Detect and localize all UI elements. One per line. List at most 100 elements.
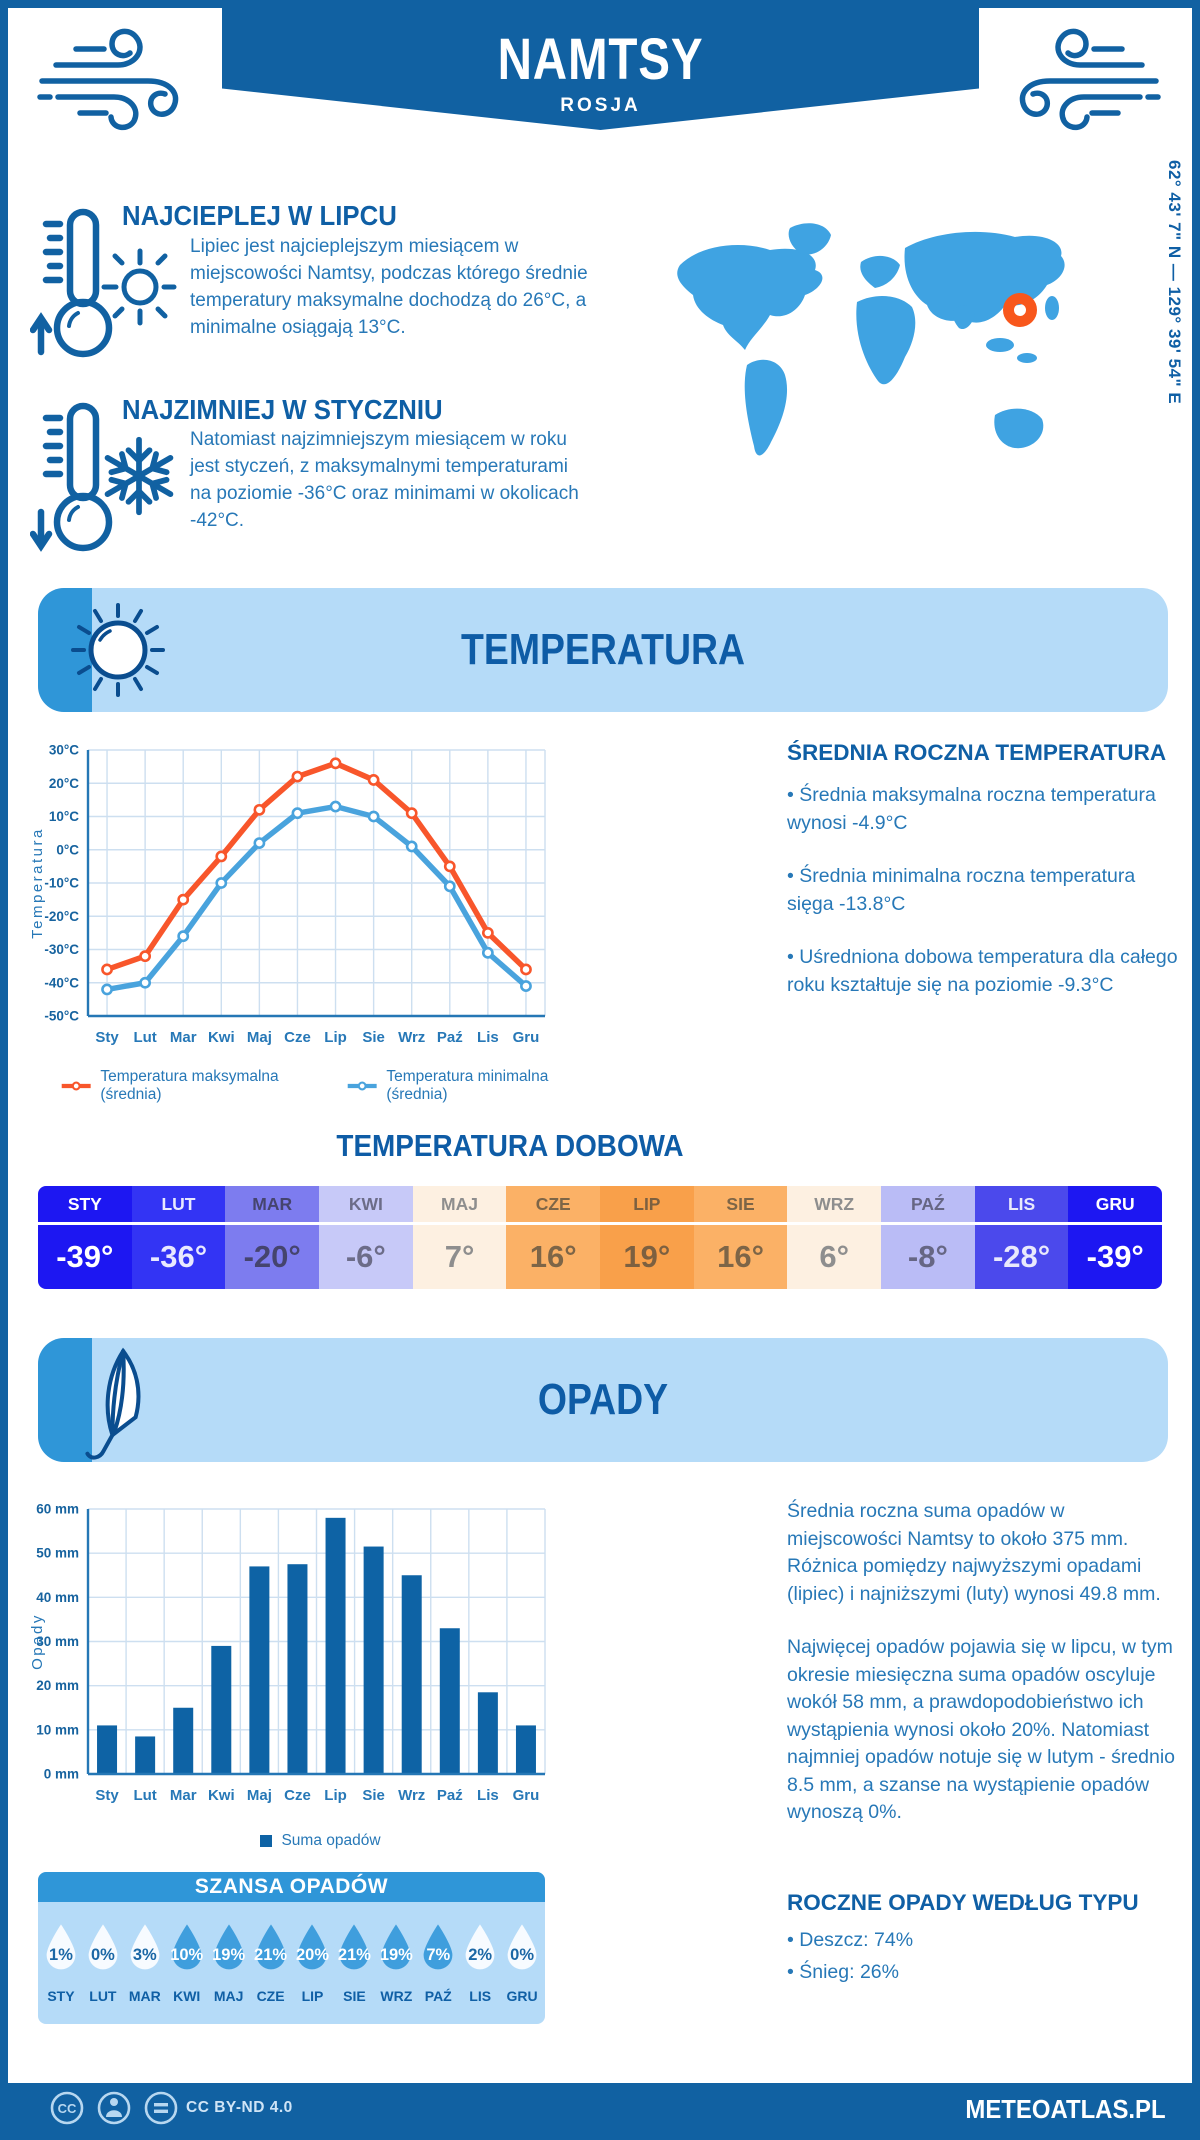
table-temperature-value: -20° bbox=[225, 1225, 320, 1289]
data-point bbox=[177, 893, 190, 906]
chance-month-label: WRZ bbox=[380, 1988, 413, 2004]
y-tick-label: 0 mm bbox=[44, 1767, 79, 1782]
y-tick-label: 40 mm bbox=[36, 1590, 79, 1605]
table-temperature-value: 16° bbox=[506, 1225, 601, 1289]
chance-drop: 0% LUT bbox=[82, 1902, 124, 2024]
chance-month-label: LIP bbox=[301, 1988, 324, 2004]
precipitation-bar bbox=[97, 1725, 118, 1774]
data-point bbox=[139, 950, 152, 963]
cold-section-title: NAJZIMNIEJ W STYCZNIU bbox=[122, 394, 443, 425]
chance-percent: 21% bbox=[337, 1946, 371, 1964]
annual-precip-type-bullets: • Deszcz: 74% • Śnieg: 26% bbox=[787, 1924, 1177, 1988]
table-temperature-value: -36° bbox=[131, 1225, 226, 1289]
table-month-header: LUT bbox=[131, 1186, 226, 1225]
data-point bbox=[405, 840, 418, 853]
y-tick-label: -20°C bbox=[44, 909, 79, 924]
table-temperature-value: 6° bbox=[787, 1225, 882, 1289]
daily-temperature-table: STY -39° LUT -36° MAR -20° KWI -6° MAJ 7° CZE 16° LI… bbox=[38, 1186, 1162, 1289]
legend-min-marker bbox=[347, 1081, 377, 1091]
chance-percent: 10% bbox=[170, 1946, 204, 1964]
precipitation-section-band: OPADY bbox=[38, 1338, 1168, 1462]
raindrop-icon bbox=[423, 1924, 453, 1970]
table-month-header: KWI bbox=[319, 1186, 413, 1225]
chance-drops-row: 1% STY 0% LUT 3% MAR 10% KWI 19% MAJ 21% CZE 20% LIP 2… bbox=[38, 1902, 545, 2024]
data-point bbox=[215, 850, 228, 863]
x-tick-label: Cze bbox=[284, 1787, 311, 1804]
table-column: MAJ 7° bbox=[412, 1186, 507, 1289]
table-month-header: MAR bbox=[225, 1186, 320, 1225]
legend-max-marker bbox=[61, 1081, 91, 1091]
chance-month-label: CZE bbox=[256, 1988, 285, 2004]
data-point bbox=[405, 807, 418, 820]
raindrop-shape bbox=[465, 1924, 495, 1970]
annual-temperature-title: ŚREDNIA ROCZNA TEMPERATURA bbox=[787, 740, 1167, 765]
y-tick-label: -30°C bbox=[44, 942, 79, 957]
annual-temperature-bullet: • Uśredniona dobowa temperatura dla całe… bbox=[787, 946, 1178, 996]
precipitation-paragraph: Średnia roczna suma opadów w miejscowośc… bbox=[787, 1500, 1161, 1605]
precipitation-paragraph: Najwięcej opadów pojawia się w lipcu, w … bbox=[787, 1636, 1176, 1823]
precip-type-bullet: • Deszcz: 74% bbox=[787, 1929, 914, 1951]
data-point bbox=[177, 930, 190, 943]
page-title: NAMTSY bbox=[497, 27, 704, 92]
data-point bbox=[443, 860, 456, 873]
data-point bbox=[443, 880, 456, 893]
chance-drop: 3% MAR bbox=[124, 1902, 166, 2024]
x-tick-label: Cze bbox=[284, 1029, 311, 1046]
chance-month-label: PAŹ bbox=[424, 1988, 452, 2004]
legend-precip-marker bbox=[260, 1835, 273, 1847]
precipitation-bar bbox=[325, 1517, 346, 1774]
table-column: CZE 16° bbox=[506, 1186, 601, 1289]
daily-temperature-title: TEMPERATURA DOBOWA bbox=[336, 1128, 684, 1163]
chance-percent: 19% bbox=[212, 1946, 246, 1964]
x-tick-label: Wrz bbox=[398, 1787, 425, 1804]
chance-percent: 21% bbox=[254, 1946, 288, 1964]
table-temperature-value: -6° bbox=[319, 1225, 413, 1289]
table-column: LIP 19° bbox=[600, 1186, 694, 1289]
chance-month-label: SIE bbox=[343, 1988, 366, 2004]
raindrop-icon bbox=[381, 1924, 411, 1970]
thermometer-up-icon bbox=[30, 208, 113, 358]
legend-item-min: Temperatura minimalna (średnia) bbox=[346, 1068, 580, 1104]
header-banner: NAMTSY ROSJA bbox=[222, 8, 979, 130]
temperature-chart: 30°C 20°C 10°C 0°C -10°C -20°C -30°C -40°C -50°C… bbox=[29, 743, 546, 1046]
site-label: METEOATLAS.PL bbox=[965, 2094, 1166, 2124]
y-tick-label: 60 mm bbox=[36, 1502, 79, 1517]
x-tick-label: Kwi bbox=[208, 1029, 235, 1046]
x-tick-label: Maj bbox=[247, 1787, 272, 1804]
chance-drop: 20% LIP bbox=[292, 1902, 334, 2024]
cold-section-text: Natomiast najzimniejszym miesiącem w rok… bbox=[190, 429, 579, 531]
chance-drop: 19% MAJ bbox=[208, 1902, 250, 2024]
chance-month-label: GRU bbox=[506, 1988, 538, 2004]
x-tick-label: Lip bbox=[324, 1787, 347, 1804]
table-temperature-value: 7° bbox=[412, 1225, 507, 1289]
page-subtitle: ROSJA bbox=[560, 95, 641, 116]
world-map bbox=[677, 223, 1065, 456]
chance-month-label: STY bbox=[47, 1988, 75, 2004]
chance-of-precipitation: SZANSA OPADÓW 1% STY 0% LUT 3% MAR 10% KWI 19% MA… bbox=[38, 1872, 545, 2024]
raindrop-icon bbox=[130, 1924, 160, 1970]
table-column: PAŹ -8° bbox=[881, 1186, 975, 1289]
precipitation-bar bbox=[211, 1645, 232, 1774]
data-point bbox=[139, 976, 152, 989]
table-temperature-value: 16° bbox=[693, 1225, 788, 1289]
snowflake-icon bbox=[96, 428, 182, 524]
legend-max-label: Temperatura maksymalna (średnia) bbox=[100, 1068, 279, 1103]
coordinates-label: 62° 43' 7" N — 129° 39' 54" E bbox=[1165, 160, 1184, 405]
data-point bbox=[253, 803, 266, 816]
map-location-marker bbox=[1003, 293, 1037, 327]
y-tick-label: 10°C bbox=[49, 809, 79, 824]
table-column: SIE 16° bbox=[693, 1186, 788, 1289]
x-tick-label: Sty bbox=[95, 1029, 119, 1046]
data-point bbox=[101, 963, 113, 976]
x-tick-label: Sie bbox=[362, 1787, 385, 1804]
chance-percent: 3% bbox=[132, 1946, 157, 1964]
data-line bbox=[104, 760, 529, 973]
svg-text:CC: CC bbox=[58, 2101, 77, 2116]
table-month-header: SIE bbox=[693, 1186, 788, 1225]
chance-month-label: MAR bbox=[128, 1988, 161, 2004]
table-month-header: GRU bbox=[1068, 1186, 1162, 1225]
raindrop-icon bbox=[256, 1924, 285, 1970]
raindrop-icon bbox=[340, 1924, 369, 1970]
precipitation-chart-legend: Suma opadów bbox=[60, 1832, 580, 1850]
